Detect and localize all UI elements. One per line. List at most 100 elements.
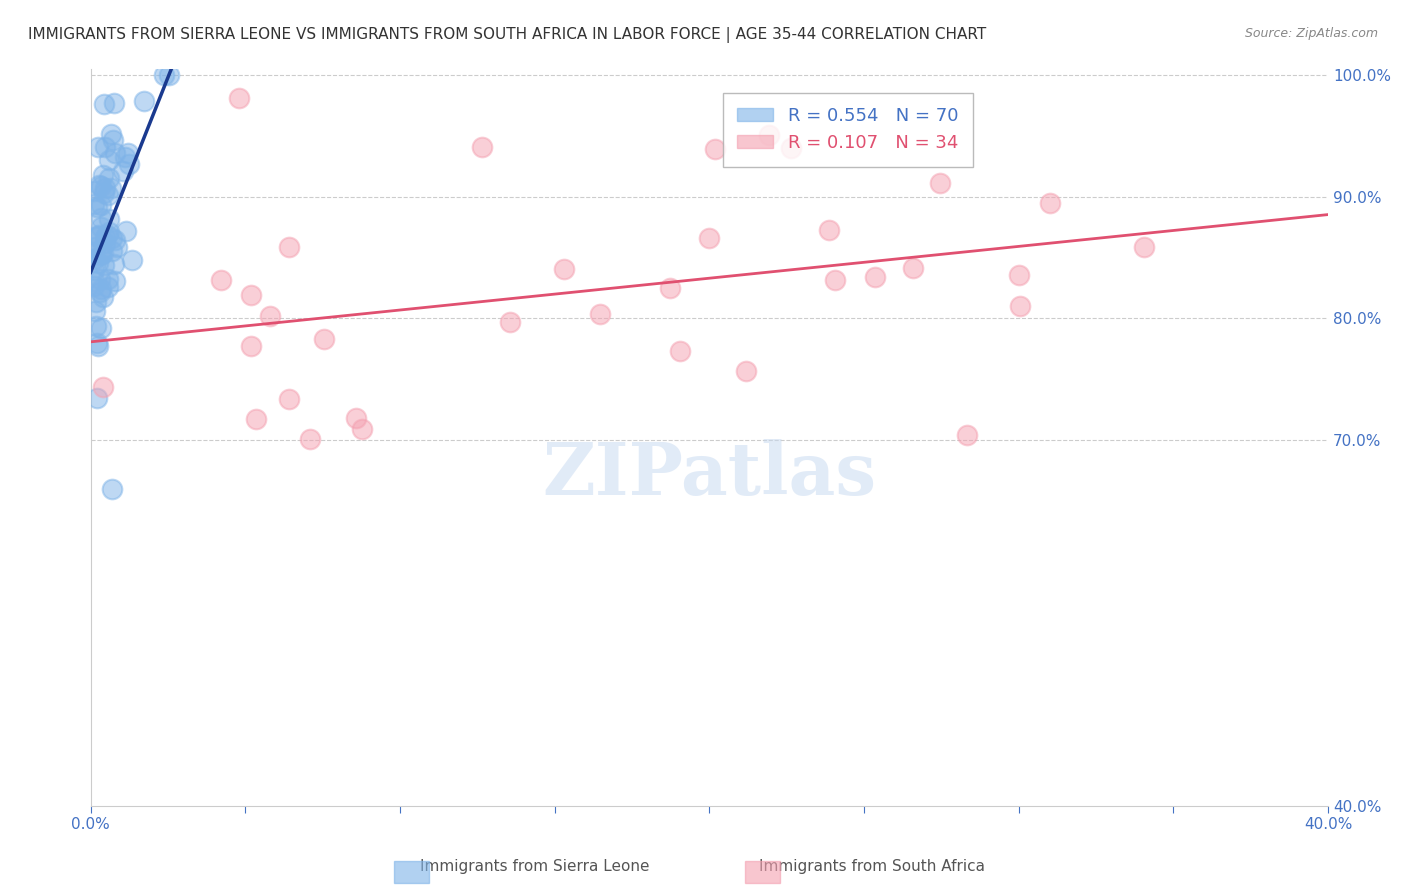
Point — [94, 230, 117, 244]
Point — [97, 188, 120, 202]
Point — [103, 96, 125, 111]
Point — [87, 339, 110, 353]
Point — [84, 240, 107, 254]
Point — [1039, 195, 1062, 210]
Point — [499, 315, 522, 329]
Point — [298, 432, 321, 446]
Text: Immigrants from Sierra Leone: Immigrants from Sierra Leone — [419, 859, 650, 874]
Point — [553, 262, 575, 277]
Point — [105, 240, 128, 254]
Point — [659, 281, 682, 295]
Point — [1010, 299, 1032, 313]
Point — [90, 282, 112, 296]
Point — [344, 411, 367, 425]
Legend: R = 0.554   N = 70, R = 0.107   N = 34: R = 0.554 N = 70, R = 0.107 N = 34 — [723, 93, 973, 167]
Point — [86, 229, 108, 244]
Point — [240, 339, 263, 353]
Point — [1133, 240, 1156, 254]
Point — [114, 224, 136, 238]
Point — [83, 278, 105, 293]
Point — [87, 140, 110, 154]
Point — [93, 140, 115, 154]
Point — [86, 336, 108, 351]
Point — [83, 197, 105, 211]
Point — [90, 248, 112, 262]
Point — [84, 295, 107, 310]
Point — [228, 90, 250, 104]
Point — [90, 178, 112, 193]
Point — [101, 133, 124, 147]
Point — [118, 157, 141, 171]
Point — [1008, 268, 1031, 282]
Point — [704, 142, 727, 156]
Point — [101, 231, 124, 245]
Point — [87, 178, 110, 192]
Point — [668, 343, 690, 358]
Point — [93, 258, 115, 272]
Point — [824, 273, 846, 287]
Point — [94, 235, 117, 250]
Point — [86, 228, 108, 243]
Point — [91, 380, 114, 394]
Point — [93, 96, 115, 111]
Point — [104, 146, 127, 161]
Point — [245, 412, 267, 426]
Point — [91, 169, 114, 183]
Point — [97, 212, 120, 227]
Text: Source: ZipAtlas.com: Source: ZipAtlas.com — [1244, 27, 1378, 40]
Point — [87, 228, 110, 243]
Point — [278, 240, 301, 254]
Point — [89, 285, 111, 300]
Point — [97, 271, 120, 285]
Point — [278, 392, 301, 406]
Point — [114, 151, 136, 165]
Point — [100, 180, 122, 194]
Point — [956, 428, 979, 442]
Point — [90, 211, 112, 225]
Point — [90, 198, 112, 212]
Point — [83, 274, 105, 288]
Point — [157, 68, 180, 82]
Text: IMMIGRANTS FROM SIERRA LEONE VS IMMIGRANTS FROM SOUTH AFRICA IN LABOR FORCE | AG: IMMIGRANTS FROM SIERRA LEONE VS IMMIGRAN… — [28, 27, 987, 43]
Point — [758, 128, 780, 142]
Point — [93, 186, 115, 201]
Point — [86, 200, 108, 214]
Point — [100, 127, 122, 141]
Point — [117, 145, 139, 160]
Point — [103, 257, 125, 271]
Point — [97, 280, 120, 294]
Point — [240, 288, 263, 302]
Point — [83, 244, 105, 259]
Point — [259, 310, 281, 324]
Point — [91, 245, 114, 260]
Point — [86, 256, 108, 270]
Point — [153, 68, 176, 82]
Point — [209, 272, 232, 286]
Text: Immigrants from South Africa: Immigrants from South Africa — [759, 859, 984, 874]
Point — [352, 421, 374, 435]
Point — [928, 176, 950, 190]
Point — [83, 262, 105, 277]
Point — [84, 319, 107, 334]
Point — [90, 219, 112, 234]
Point — [134, 94, 156, 108]
Point — [84, 304, 107, 318]
Point — [589, 307, 612, 321]
Point — [89, 272, 111, 286]
Point — [780, 141, 803, 155]
Point — [101, 482, 124, 496]
Text: ZIPatlas: ZIPatlas — [543, 439, 876, 509]
Point — [903, 261, 925, 276]
Point — [314, 333, 336, 347]
Point — [112, 164, 135, 178]
Point — [90, 244, 112, 258]
Point — [697, 231, 720, 245]
Point — [86, 391, 108, 405]
Point — [93, 181, 115, 195]
Point — [91, 290, 114, 304]
Point — [103, 233, 125, 247]
Point — [101, 244, 124, 258]
Point — [863, 269, 886, 284]
Point — [104, 274, 127, 288]
Point — [121, 252, 143, 267]
